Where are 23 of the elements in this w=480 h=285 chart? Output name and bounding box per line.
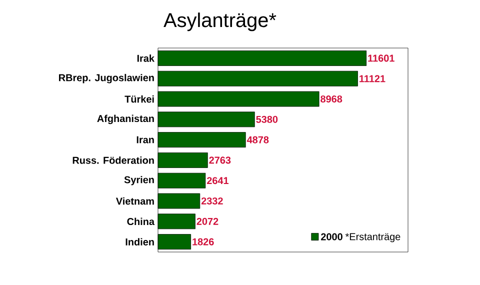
chart-title: Asylanträge* (164, 12, 276, 32)
y-tick-label: RBrep. Jugoslawien (59, 74, 154, 84)
data-label: 2763 (209, 156, 231, 164)
data-label: 2641 (206, 177, 229, 184)
y-tick-label: China (127, 218, 155, 226)
data-label: 4878 (246, 136, 269, 144)
y-tick-label: Vietnam (116, 197, 154, 205)
annotation: *Erstanträge (345, 233, 400, 242)
data-label: 2332 (201, 197, 223, 205)
y-tick-label: Indien (126, 238, 154, 246)
legend-label: 2000 (321, 233, 342, 240)
y-tick-label: Syrien (124, 176, 154, 186)
y-tick-label: Afghanistan (97, 114, 154, 124)
data-label: 11601 (368, 54, 394, 62)
y-tick-label: Iran (136, 136, 154, 144)
data-label: 11121 (360, 75, 386, 82)
y-tick-label: Irak (137, 54, 154, 62)
data-label: 2072 (196, 218, 218, 225)
data-label: 1826 (192, 238, 214, 246)
data-label: 5380 (256, 116, 278, 123)
y-tick-label: Russ. Föderation (72, 156, 154, 164)
data-label: 8968 (320, 95, 342, 103)
y-tick-label: Türkei (124, 95, 154, 103)
